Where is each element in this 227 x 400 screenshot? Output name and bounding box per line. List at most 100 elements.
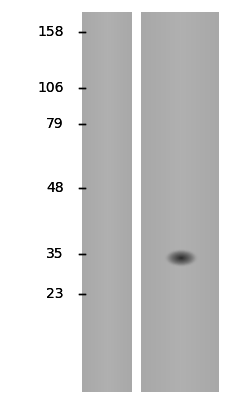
Bar [143,12,144,392]
Bar [121,12,122,392]
Bar [167,12,168,392]
Bar [88,12,89,392]
Bar [153,12,154,392]
Bar [188,12,189,392]
Bar [186,12,187,392]
Bar [196,12,197,392]
Bar [113,12,114,392]
Bar [205,12,206,392]
Bar [218,0,227,400]
Bar [141,12,142,392]
Bar [179,12,180,392]
Ellipse shape [168,252,192,264]
Bar [171,12,172,392]
Bar [106,12,107,392]
Bar [213,12,214,392]
Bar [99,12,100,392]
Bar [122,12,123,392]
Text: 79: 79 [46,117,64,131]
Bar [173,12,175,392]
Bar [110,12,111,392]
Bar [111,12,112,392]
Bar [164,12,165,392]
Bar [181,12,182,392]
Bar [182,12,183,392]
Bar [178,12,179,392]
Bar [183,12,184,392]
Bar [198,12,199,392]
Bar [180,12,181,392]
Bar [89,12,90,392]
Ellipse shape [165,250,196,266]
Bar [105,12,106,392]
Ellipse shape [176,256,185,260]
Bar [144,12,145,392]
Bar [162,12,163,392]
Bar [200,12,201,392]
Bar [120,12,121,392]
Bar [159,12,160,392]
Bar [124,12,125,392]
Ellipse shape [177,256,184,260]
Bar [100,12,101,392]
Bar [101,12,102,392]
Text: 158: 158 [37,25,64,39]
Bar [203,12,204,392]
Bar [128,12,129,392]
Bar [109,12,110,392]
Bar [133,12,138,392]
Bar [216,12,217,392]
Ellipse shape [174,254,187,262]
Bar [104,12,105,392]
Bar [92,12,93,392]
Bar [187,12,188,392]
Bar [172,12,173,392]
Bar [156,12,157,392]
Bar [206,12,207,392]
Bar [119,12,120,392]
Bar [116,12,117,392]
Bar [87,12,88,392]
Bar [112,12,113,392]
Text: 35: 35 [46,247,64,261]
Bar [155,12,156,392]
Ellipse shape [175,255,186,261]
Bar [212,12,213,392]
Bar [199,12,200,392]
Text: 106: 106 [37,81,64,95]
Bar [127,12,128,392]
Bar [195,12,196,392]
Ellipse shape [170,253,191,264]
Bar [98,12,99,392]
Bar [94,12,95,392]
Bar [217,12,218,392]
Bar [191,12,192,392]
Text: 48: 48 [46,181,64,195]
Bar [151,12,152,392]
Bar [193,12,194,392]
Bar [103,12,104,392]
Bar [108,12,109,392]
Bar [154,12,155,392]
Bar [189,12,190,392]
Ellipse shape [172,254,189,262]
Text: 79: 79 [46,117,64,131]
Bar [170,12,171,392]
Bar [158,12,159,392]
Bar [83,12,84,392]
Bar [95,12,96,392]
Bar [142,12,143,392]
Text: 23: 23 [46,287,64,301]
Bar [84,12,85,392]
Bar [93,12,94,392]
Bar [211,12,212,392]
Bar [163,12,164,392]
Ellipse shape [169,252,192,264]
Bar [165,12,166,392]
Ellipse shape [178,257,183,259]
Bar [152,12,153,392]
Ellipse shape [173,254,188,262]
Text: 158: 158 [37,25,64,39]
Bar [184,12,185,392]
Bar [145,12,146,392]
